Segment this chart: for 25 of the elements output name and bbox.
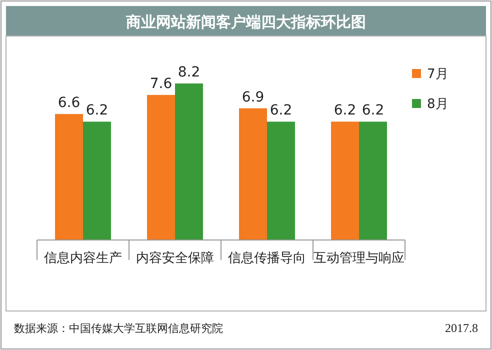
text: 2017.8: [445, 321, 478, 335]
x-tick-label: 内容安全保障: [136, 250, 214, 266]
x-tick-label: 信息内容生产: [44, 250, 122, 266]
data-label: 6.2: [86, 102, 108, 119]
data-label: 6.2: [270, 102, 292, 119]
bar: [55, 114, 83, 240]
data-label: 6.9: [242, 89, 264, 106]
legend-label: 7月: [427, 67, 448, 82]
chart-title: 商业网站新闻客户端四大指标环比图: [125, 13, 366, 31]
bar: [83, 122, 111, 240]
data-label: 7.6: [150, 76, 172, 92]
bar: [239, 108, 267, 240]
data-label: 8.2: [178, 64, 200, 80]
bar: [175, 83, 203, 240]
x-tick-label: 信息传播导向: [228, 251, 306, 266]
data-label: 6.2: [334, 102, 356, 119]
legend-label: 8月: [427, 97, 448, 112]
x-tick-label: 互动管理与响应: [314, 250, 404, 266]
data-label: 6.6: [58, 95, 80, 112]
bar: [331, 122, 359, 240]
bar: [267, 122, 295, 240]
data-label: 6.2: [362, 102, 384, 119]
bar: [359, 122, 387, 240]
bar: [147, 94, 175, 240]
source-note: 数据来源：中国传媒大学互联网信息研究院: [14, 322, 223, 335]
